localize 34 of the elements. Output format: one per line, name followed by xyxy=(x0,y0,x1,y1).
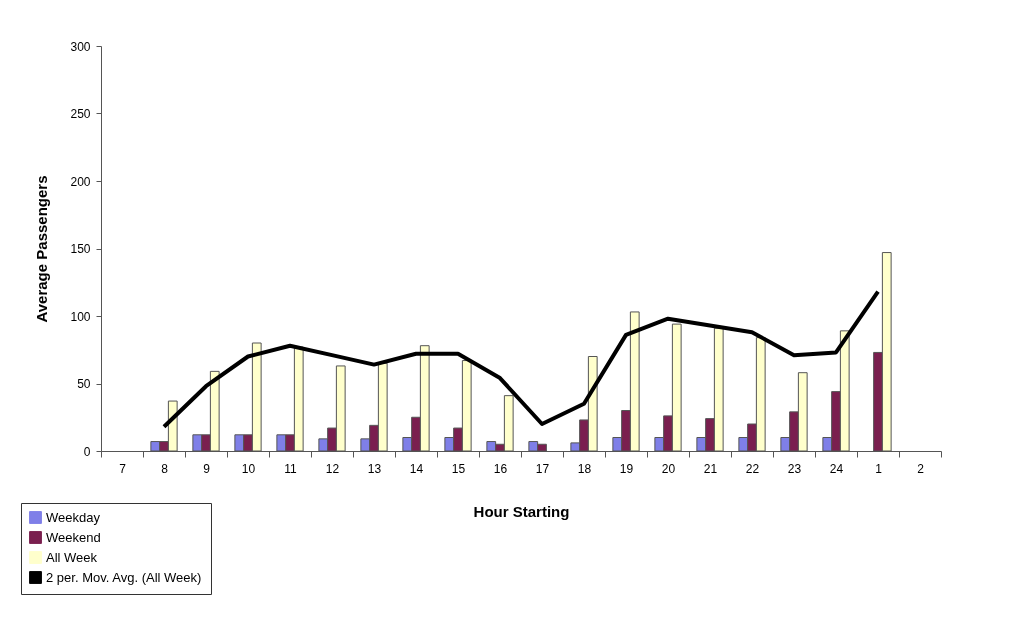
legend-label: All Week xyxy=(46,549,98,565)
y-tick-label: 0 xyxy=(83,444,91,459)
x-tick-label: 24 xyxy=(829,461,844,476)
x-tick-label: 14 xyxy=(409,461,424,476)
x-tick-label: 23 xyxy=(787,461,802,476)
legend-label: 2 per. Mov. Avg. (All Week) xyxy=(46,569,202,585)
x-tick-label: 22 xyxy=(745,461,760,476)
x-tick-label: 8 xyxy=(161,461,169,476)
y-tick-label: 200 xyxy=(70,174,91,189)
legend-label: Weekday xyxy=(46,509,101,525)
x-tick-label: 19 xyxy=(619,461,634,476)
x-tick-label: 12 xyxy=(325,461,340,476)
x-tick-label: 20 xyxy=(661,461,676,476)
x-tick-label: 7 xyxy=(119,461,127,476)
x-tick-label: 17 xyxy=(535,461,550,476)
y-tick-label: 300 xyxy=(70,39,91,54)
y-tick-label: 100 xyxy=(70,309,91,324)
y-tick-label: 50 xyxy=(77,377,91,391)
x-tick-label: 1 xyxy=(875,461,883,476)
x-axis-title: Hour Starting xyxy=(473,502,570,520)
line-series xyxy=(162,289,880,429)
x-tick-label: 11 xyxy=(284,461,298,476)
x-tick-label: 13 xyxy=(367,461,382,476)
x-tick-label: 2 xyxy=(917,461,925,476)
x-tick-label: 10 xyxy=(241,461,256,476)
x-tick-label: 16 xyxy=(493,461,508,476)
y-tick-label: 150 xyxy=(70,242,91,256)
x-tick-label: 15 xyxy=(451,461,466,476)
x-tick-label: 9 xyxy=(203,461,211,476)
x-tick-label: 18 xyxy=(577,461,592,476)
y-axis-title: Average Passengers xyxy=(33,175,51,323)
legend-label: Weekend xyxy=(46,529,101,545)
x-tick-label: 21 xyxy=(703,461,718,476)
y-tick-label: 250 xyxy=(70,107,91,121)
